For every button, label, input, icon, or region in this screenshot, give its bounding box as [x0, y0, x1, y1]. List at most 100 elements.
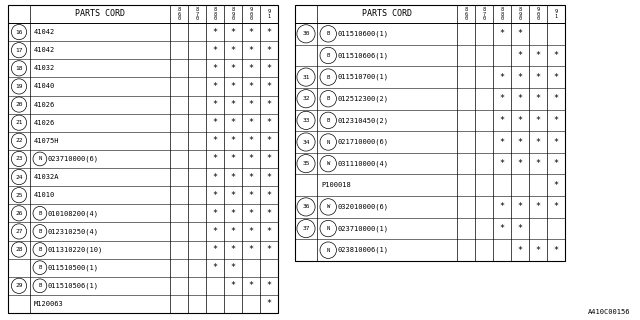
Text: B: B [326, 31, 330, 36]
Text: *: * [554, 73, 559, 82]
Text: *: * [248, 191, 253, 200]
Text: *: * [518, 29, 522, 38]
Text: *: * [212, 64, 218, 73]
Text: 17: 17 [15, 48, 23, 53]
Text: *: * [554, 138, 559, 147]
Text: 8
9
0: 8 9 0 [518, 7, 522, 21]
Text: N: N [326, 140, 330, 145]
Text: *: * [230, 100, 236, 109]
Text: *: * [536, 116, 541, 125]
Text: *: * [499, 94, 504, 103]
Text: B: B [326, 96, 330, 101]
Text: N: N [38, 156, 42, 161]
Text: 032010000(6): 032010000(6) [337, 204, 388, 210]
Text: *: * [230, 209, 236, 218]
Text: *: * [230, 227, 236, 236]
Text: *: * [499, 138, 504, 147]
Text: *: * [536, 246, 541, 255]
Text: *: * [248, 172, 253, 181]
Text: *: * [230, 263, 236, 272]
Text: 010108200(4): 010108200(4) [48, 210, 99, 217]
Text: *: * [554, 116, 559, 125]
Text: *: * [536, 73, 541, 82]
Text: 011510600(1): 011510600(1) [337, 31, 388, 37]
Text: B: B [38, 283, 42, 288]
Text: 41026: 41026 [34, 101, 55, 108]
Text: 41026: 41026 [34, 120, 55, 126]
Text: *: * [266, 172, 271, 181]
Text: *: * [248, 227, 253, 236]
Text: *: * [248, 28, 253, 36]
Text: *: * [518, 203, 522, 212]
Text: *: * [266, 64, 271, 73]
Text: 20: 20 [15, 102, 23, 107]
Text: 012310250(4): 012310250(4) [48, 228, 99, 235]
Text: *: * [212, 46, 218, 55]
Text: *: * [536, 138, 541, 147]
Text: B: B [326, 75, 330, 80]
Text: B: B [38, 229, 42, 234]
Text: *: * [266, 300, 271, 308]
Text: 18: 18 [15, 66, 23, 71]
Text: 8
7
0: 8 7 0 [483, 7, 486, 21]
Text: 25: 25 [15, 193, 23, 198]
Text: *: * [518, 224, 522, 233]
Bar [295, 5, 565, 261]
Text: 023710000(6): 023710000(6) [48, 156, 99, 162]
Text: 19: 19 [15, 84, 23, 89]
Text: *: * [518, 94, 522, 103]
Text: 41040: 41040 [34, 84, 55, 89]
Text: *: * [230, 28, 236, 36]
Text: B: B [38, 247, 42, 252]
Text: *: * [499, 73, 504, 82]
Text: *: * [248, 209, 253, 218]
Text: 29: 29 [15, 283, 23, 288]
Text: *: * [230, 155, 236, 164]
Text: *: * [230, 281, 236, 290]
Text: *: * [536, 159, 541, 168]
Text: *: * [266, 191, 271, 200]
Text: *: * [212, 118, 218, 127]
Text: *: * [266, 136, 271, 145]
Text: *: * [248, 245, 253, 254]
Text: *: * [212, 28, 218, 36]
Text: 011510700(1): 011510700(1) [337, 74, 388, 80]
Text: 8
6
0: 8 6 0 [465, 7, 468, 21]
Text: 30: 30 [302, 31, 310, 36]
Text: *: * [266, 118, 271, 127]
Text: PARTS CORD: PARTS CORD [362, 10, 412, 19]
Text: *: * [266, 82, 271, 91]
Text: 9
0
0: 9 0 0 [250, 7, 253, 21]
Text: *: * [266, 227, 271, 236]
Text: 28: 28 [15, 247, 23, 252]
Text: *: * [248, 100, 253, 109]
Text: 26: 26 [15, 211, 23, 216]
Text: *: * [248, 64, 253, 73]
Text: *: * [230, 191, 236, 200]
Text: *: * [248, 118, 253, 127]
Text: 36: 36 [302, 204, 310, 209]
Text: *: * [266, 28, 271, 36]
Text: 021710000(6): 021710000(6) [337, 139, 388, 145]
Text: *: * [248, 46, 253, 55]
Text: 012310450(2): 012310450(2) [337, 117, 388, 124]
Text: B: B [38, 211, 42, 216]
Text: *: * [266, 100, 271, 109]
Text: *: * [266, 46, 271, 55]
Text: 24: 24 [15, 175, 23, 180]
Text: *: * [554, 159, 559, 168]
Text: 21: 21 [15, 120, 23, 125]
Text: 011510606(1): 011510606(1) [337, 52, 388, 59]
Text: *: * [554, 181, 559, 190]
Text: 41042: 41042 [34, 47, 55, 53]
Text: *: * [230, 82, 236, 91]
Text: *: * [248, 281, 253, 290]
Text: 35: 35 [302, 161, 310, 166]
Text: A410C00156: A410C00156 [588, 309, 630, 315]
Text: 32: 32 [302, 96, 310, 101]
Text: 012512300(2): 012512300(2) [337, 95, 388, 102]
Bar [8, 5, 278, 313]
Text: 9
1: 9 1 [554, 9, 557, 19]
Text: *: * [230, 64, 236, 73]
Text: *: * [212, 136, 218, 145]
